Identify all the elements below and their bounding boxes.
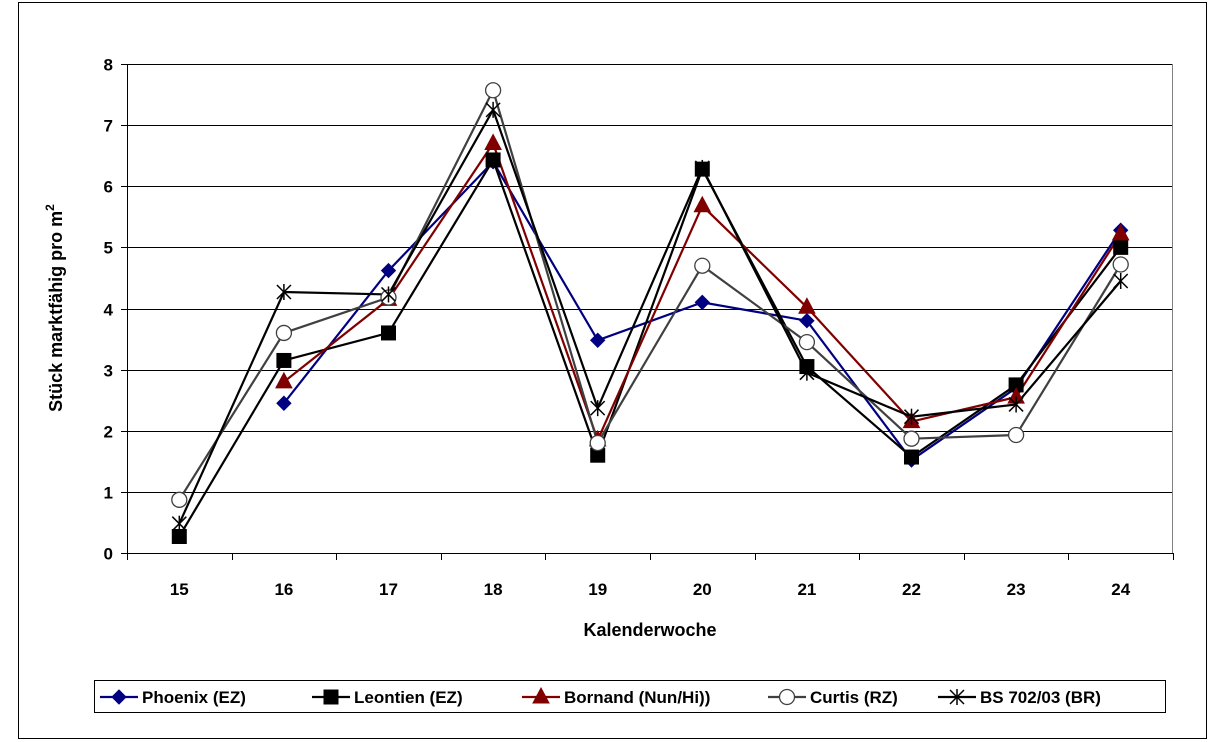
- data-point: [694, 257, 711, 274]
- legend-marker: [323, 689, 339, 705]
- legend: Phoenix (EZ) Leontien (EZ) Bornand (Nun/Hi…: [94, 680, 1166, 713]
- legend-marker: [111, 689, 127, 705]
- series-markers-3: [171, 82, 1129, 508]
- x-tick-label: 24: [1111, 580, 1130, 599]
- data-point: [381, 325, 396, 341]
- y-tick-label: 3: [104, 362, 113, 381]
- data-point: [903, 430, 920, 447]
- data-point: [1112, 256, 1129, 273]
- y-tick-label: 5: [104, 239, 113, 258]
- data-point: [903, 408, 920, 425]
- series-3: [178, 87, 1122, 501]
- x-tick-label: 17: [379, 580, 398, 599]
- data-point: [799, 364, 815, 381]
- legend-marker: [949, 689, 965, 705]
- data-point: [904, 449, 919, 465]
- data-point: [1008, 396, 1024, 413]
- data-point: [589, 434, 606, 452]
- y-tick-label: 1: [104, 484, 113, 503]
- y-tick-label: 2: [104, 423, 113, 442]
- grid-lines: [127, 64, 1173, 493]
- y-tick-label: 6: [104, 178, 113, 197]
- legend-label: Leontien (EZ): [354, 688, 463, 707]
- x-tick-label: 22: [902, 580, 921, 599]
- x-tick-label: 16: [274, 580, 293, 599]
- legend-entry-1: Leontien (EZ): [312, 688, 463, 707]
- data-point: [276, 283, 292, 300]
- legend-marker: [778, 688, 796, 706]
- series-markers-4: [171, 101, 1129, 532]
- y-axis-title-superscript: 2: [43, 204, 57, 211]
- x-tick-label: 21: [797, 580, 816, 599]
- legend-entry-2: Bornand (Nun/Hi)): [522, 686, 710, 707]
- series-line: [178, 157, 1122, 538]
- y-axis-title-main: Stück marktfähig pro m: [46, 211, 66, 412]
- x-tick-label: 18: [484, 580, 503, 599]
- data-point: [171, 491, 188, 508]
- series-markers-2: [275, 133, 1130, 447]
- y-tick-label: 7: [104, 117, 113, 136]
- data-point: [1007, 426, 1025, 444]
- y-tick-label: 0: [104, 545, 113, 564]
- data-point: [1113, 239, 1129, 255]
- data-point: [276, 352, 292, 368]
- legend-label: BS 702/03 (BR): [980, 688, 1101, 707]
- data-point: [484, 133, 502, 150]
- legend-marker: [532, 686, 550, 704]
- legend-label: Bornand (Nun/Hi)): [564, 688, 710, 707]
- y-tick-label: 4: [104, 301, 114, 320]
- data-point: [275, 324, 293, 342]
- data-point: [693, 195, 712, 213]
- legend-entry-4: BS 702/03 (BR): [938, 688, 1101, 707]
- y-axis-title: Stück marktfähig pro m2: [43, 204, 66, 412]
- legend-entry-3: Curtis (RZ): [768, 688, 898, 707]
- data-point: [485, 152, 501, 168]
- x-axis-title: Kalenderwoche: [583, 620, 716, 640]
- x-tick-label: 23: [1007, 580, 1026, 599]
- data-point: [484, 82, 502, 99]
- data-point: [380, 286, 397, 303]
- series-line: [178, 87, 1122, 501]
- data-point: [694, 294, 711, 311]
- x-tick-label: 15: [170, 580, 189, 599]
- data-point: [380, 262, 397, 279]
- data-point: [276, 395, 292, 411]
- plot-area: [127, 64, 1173, 553]
- data-point: [1111, 223, 1130, 241]
- series-1: [178, 157, 1122, 538]
- data-point: [589, 332, 606, 348]
- series-line: [178, 107, 1122, 525]
- data-point: [799, 313, 815, 329]
- legend-box: [94, 680, 1166, 713]
- data-point: [694, 159, 710, 176]
- x-tick-label: 19: [588, 580, 607, 599]
- legend-label: Phoenix (EZ): [142, 688, 246, 707]
- legend-label: Curtis (RZ): [810, 688, 898, 707]
- data-point: [798, 333, 816, 351]
- data-point: [1113, 272, 1129, 289]
- series: [171, 82, 1130, 544]
- legend-entry-0: Phoenix (EZ): [100, 688, 246, 707]
- x-tick-label: 20: [693, 580, 712, 599]
- series-4: [178, 107, 1122, 525]
- data-point: [171, 515, 187, 532]
- data-point: [485, 101, 501, 118]
- data-point: [275, 371, 293, 389]
- data-point: [590, 400, 606, 417]
- data-point: [798, 297, 816, 314]
- y-tick-label: 8: [104, 56, 113, 75]
